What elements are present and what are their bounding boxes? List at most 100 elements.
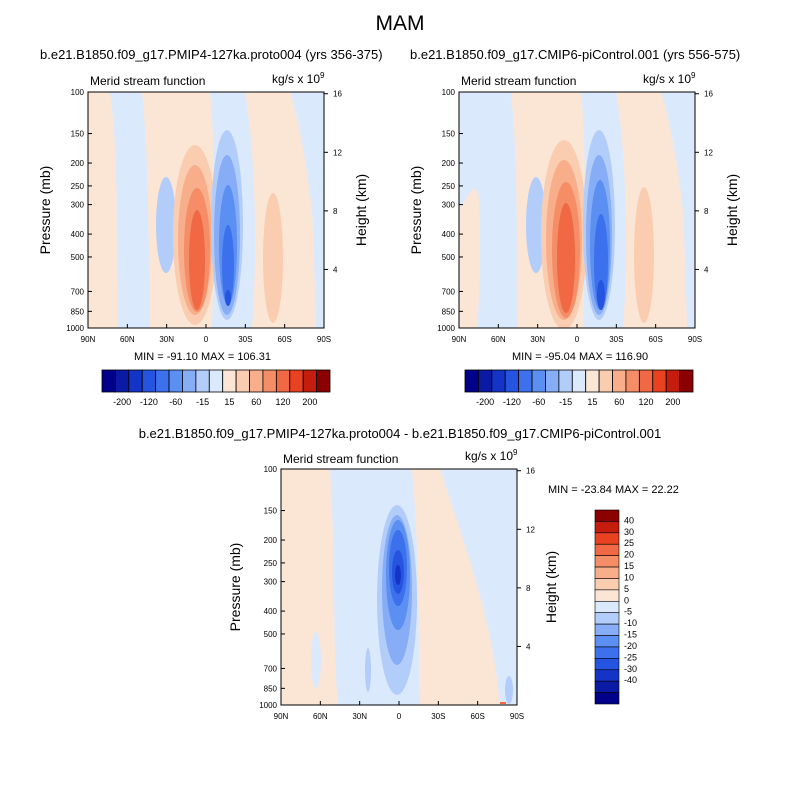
colorbar-box xyxy=(594,646,620,659)
x-tick-label: 90N xyxy=(274,712,289,721)
colorbar-label: -120 xyxy=(140,397,158,407)
colorbar-box xyxy=(558,369,573,393)
y-tick-label: 1000 xyxy=(259,701,277,710)
colorbar-label: -15 xyxy=(559,397,572,407)
colorbar-box xyxy=(316,369,331,393)
height-tick-label: 12 xyxy=(333,148,342,157)
x-tick-label: 60N xyxy=(491,335,506,344)
x-tick-label: 60S xyxy=(649,335,663,344)
y-tick-label: 250 xyxy=(71,182,85,191)
panel-3-x-ticks: 90N 60N 30N 0 30S 60S 90S xyxy=(274,701,524,721)
colorbar-label: -5 xyxy=(624,607,632,617)
colorbar-box xyxy=(275,369,291,393)
colorbar-box xyxy=(594,658,620,671)
x-tick-label: 0 xyxy=(204,335,209,344)
colorbar-label: -30 xyxy=(624,664,637,674)
colorbar-box xyxy=(531,369,546,393)
colorbar-label: 60 xyxy=(251,397,261,407)
panel-3-min-max: MIN = -23.84 MAX = 22.22 xyxy=(548,484,679,496)
x-tick-label: 30S xyxy=(609,335,623,344)
colorbar-label: 20 xyxy=(624,550,634,560)
y-tick-label: 150 xyxy=(71,130,85,139)
colorbar-box xyxy=(571,369,587,393)
y-tick-label: 300 xyxy=(442,201,456,210)
y-tick-label: 700 xyxy=(442,287,456,296)
colorbar-box xyxy=(504,369,520,393)
colorbar-label: 120 xyxy=(639,397,654,407)
colorbar-label: -40 xyxy=(624,675,637,685)
colorbar-box xyxy=(594,600,620,614)
y-tick-label: 200 xyxy=(71,159,85,168)
height-tick-label: 8 xyxy=(333,207,338,216)
y-tick-label: 150 xyxy=(442,130,456,139)
colorbar-box xyxy=(594,555,620,568)
x-tick-label: 30S xyxy=(431,712,445,721)
y-tick-label: 500 xyxy=(442,253,456,262)
y-tick-label: 700 xyxy=(71,287,85,296)
y-tick-label: 100 xyxy=(71,88,85,97)
colorbar-label: 60 xyxy=(614,397,624,407)
colorbar-label: 200 xyxy=(302,397,317,407)
colorbar-label: 30 xyxy=(624,527,634,537)
height-tick-label: 8 xyxy=(526,584,531,593)
x-tick-label: 90S xyxy=(317,335,331,344)
y-tick-label: 400 xyxy=(442,230,456,239)
panel-1-x-ticks: 90N 60N 30N 0 30S 60S 90S xyxy=(81,324,331,344)
y-tick-label: 850 xyxy=(71,307,85,316)
panel-2-ylabel-right: Height (km) xyxy=(724,174,740,246)
y-tick-label: 200 xyxy=(442,159,456,168)
panel-3-y-ticks: 100 150 200 250 300 400 500 700 850 1000 xyxy=(259,465,285,710)
height-tick-label: 16 xyxy=(333,90,342,99)
colorbar-box xyxy=(478,369,493,393)
colorbar-box xyxy=(652,369,667,393)
panel-3-colorbar-boxes xyxy=(594,509,620,705)
x-tick-label: 60S xyxy=(278,335,292,344)
colorbar-box xyxy=(594,612,620,625)
colorbar-label: -200 xyxy=(113,397,131,407)
colorbar-box xyxy=(155,369,170,393)
height-tick-label: 4 xyxy=(333,265,338,274)
panel-2-ylabel: Pressure (mb) xyxy=(408,166,424,255)
colorbar-box xyxy=(464,369,479,393)
panel-2-colorbar-labels: -200 -120 -60 -15 15 60 120 200 xyxy=(476,397,680,407)
colorbar-box xyxy=(594,635,620,648)
x-tick-label: 60N xyxy=(120,335,135,344)
colorbar-box xyxy=(594,566,620,579)
panel-2-colorbar: -200 -120 -60 -15 15 60 120 200 xyxy=(464,369,694,407)
colorbar-box xyxy=(195,369,210,393)
y-tick-label: 850 xyxy=(442,307,456,316)
colorbar-label: 120 xyxy=(276,397,291,407)
y-tick-label: 200 xyxy=(264,536,278,545)
colorbar-box xyxy=(235,369,250,393)
colorbar-box xyxy=(141,369,157,393)
colorbar-label: 15 xyxy=(624,561,634,571)
height-tick-label: 12 xyxy=(526,525,535,534)
panel-1-height-ticks: 16 12 8 4 xyxy=(324,90,342,274)
height-tick-label: 16 xyxy=(526,467,535,476)
colorbar-label: 10 xyxy=(624,572,634,582)
colorbar-box xyxy=(302,369,317,393)
colorbar-box xyxy=(518,369,533,393)
panel-1-ylabel-right: Height (km) xyxy=(353,174,369,246)
colorbar-box xyxy=(594,589,620,602)
x-tick-label: 90S xyxy=(688,335,702,344)
y-tick-label: 850 xyxy=(264,684,278,693)
panel-3-left-label: Merid stream function xyxy=(283,452,398,466)
height-tick-label: 4 xyxy=(704,265,709,274)
colorbar-label: -60 xyxy=(532,397,545,407)
y-tick-label: 400 xyxy=(264,607,278,616)
colorbar-label: 25 xyxy=(624,538,634,548)
colorbar-label: 40 xyxy=(624,515,634,525)
x-tick-label: 0 xyxy=(575,335,580,344)
x-tick-label: 60N xyxy=(313,712,328,721)
panel-1-y-ticks: 100 150 200 250 300 400 500 700 850 1000 xyxy=(66,88,92,333)
panel-3-ylabel-right: Height (km) xyxy=(543,551,559,623)
panel-1-contours xyxy=(88,92,324,328)
panel-3-units-label: kg/s x 109 xyxy=(465,448,518,463)
panel-1-colorbar: -200 -120 -60 -15 15 60 120 200 xyxy=(101,369,331,407)
y-tick-label: 700 xyxy=(264,664,278,673)
x-tick-label: 90N xyxy=(452,335,467,344)
colorbar-box xyxy=(594,680,620,693)
colorbar-box xyxy=(115,369,130,393)
